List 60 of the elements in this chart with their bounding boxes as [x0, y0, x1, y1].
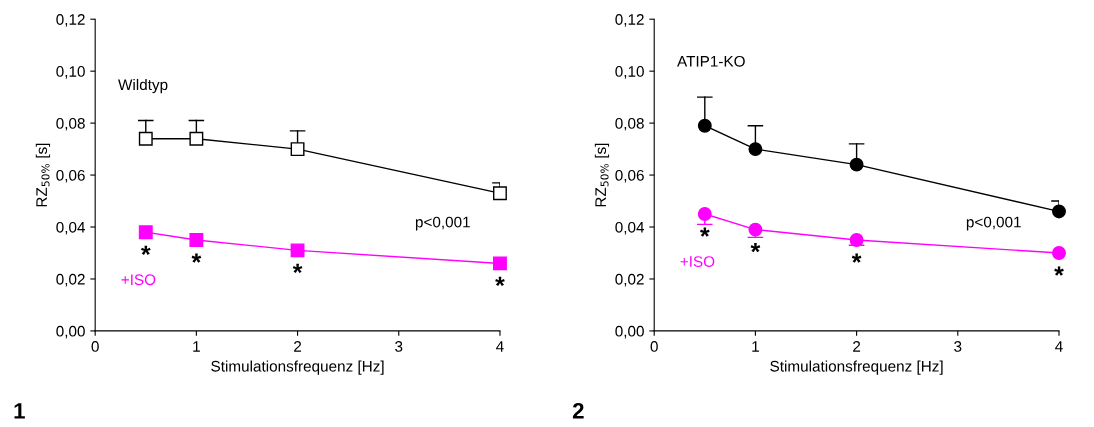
y-tick-label: 0,02: [56, 273, 85, 287]
y-tick-label: 0,10: [56, 66, 85, 79]
x-tick-label: 2: [853, 341, 861, 352]
y-tick-label: 0,00: [615, 325, 644, 339]
point: [1052, 246, 1066, 260]
y-tick-label: 0,08: [615, 117, 644, 131]
y-tick-label: 0,04: [615, 221, 645, 235]
annotation: *: [191, 253, 202, 263]
point: [189, 131, 204, 146]
y-tick-label: 0,12: [615, 14, 644, 27]
x-tick-label: 0: [91, 341, 99, 352]
annotation: *: [851, 253, 862, 263]
x-axis-title: Stimulationsfrequenz [Hz]: [770, 360, 943, 375]
point: [493, 256, 507, 271]
annotation: *: [750, 243, 761, 253]
x-tick-label: 2: [294, 341, 302, 352]
point: [697, 118, 712, 133]
annotation: *: [1054, 266, 1064, 276]
point: [493, 186, 507, 201]
x-tick-label: 1: [193, 341, 200, 352]
annotation: p<0,001: [415, 216, 470, 231]
x-axis-title: Stimulationsfrequenz [Hz]: [211, 360, 384, 375]
y-axis-title: RZ$_{50%}$ [s]: [35, 143, 51, 207]
point: [290, 142, 305, 157]
point: [849, 157, 864, 172]
annotation: *: [292, 263, 303, 274]
annotation: *: [700, 227, 710, 237]
text: 2: [572, 402, 584, 419]
point: [748, 142, 763, 157]
point: [1052, 204, 1066, 219]
annotation: p<0,001: [966, 216, 1021, 231]
y-tick-label: 0,08: [56, 117, 85, 131]
y-axis-title: RZ$_{50%}$ [s]: [594, 143, 610, 207]
y-tick-label: 0,12: [56, 14, 85, 27]
point: [189, 233, 204, 247]
point: [697, 207, 712, 221]
y-tick-label: 0,04: [56, 221, 86, 235]
x-tick-label: 1: [752, 341, 759, 352]
y-tick-label: 0,06: [615, 169, 644, 183]
y-tick-label: 0,00: [56, 325, 85, 339]
text: Wildtyp: [118, 78, 168, 94]
point: [290, 243, 305, 258]
annotation: *: [140, 245, 151, 255]
annotation: *: [495, 276, 505, 287]
y-tick-label: 0,06: [56, 169, 85, 183]
text: 1: [14, 403, 25, 419]
point: [748, 222, 763, 237]
x-tick-label: 4: [1055, 341, 1063, 352]
point: [849, 233, 864, 247]
text: +ISO: [121, 274, 156, 286]
text: +ISO: [680, 256, 715, 267]
x-tick-label: 0: [650, 341, 658, 352]
x-tick-label: 4: [496, 341, 504, 352]
x-tick-label: 3: [395, 341, 403, 352]
point: [138, 225, 153, 240]
text: ATIP1-KO: [677, 55, 745, 67]
y-tick-label: 0,02: [615, 273, 644, 287]
x-tick-label: 3: [954, 341, 962, 352]
point: [138, 131, 153, 146]
y-tick-label: 0,10: [615, 66, 644, 79]
